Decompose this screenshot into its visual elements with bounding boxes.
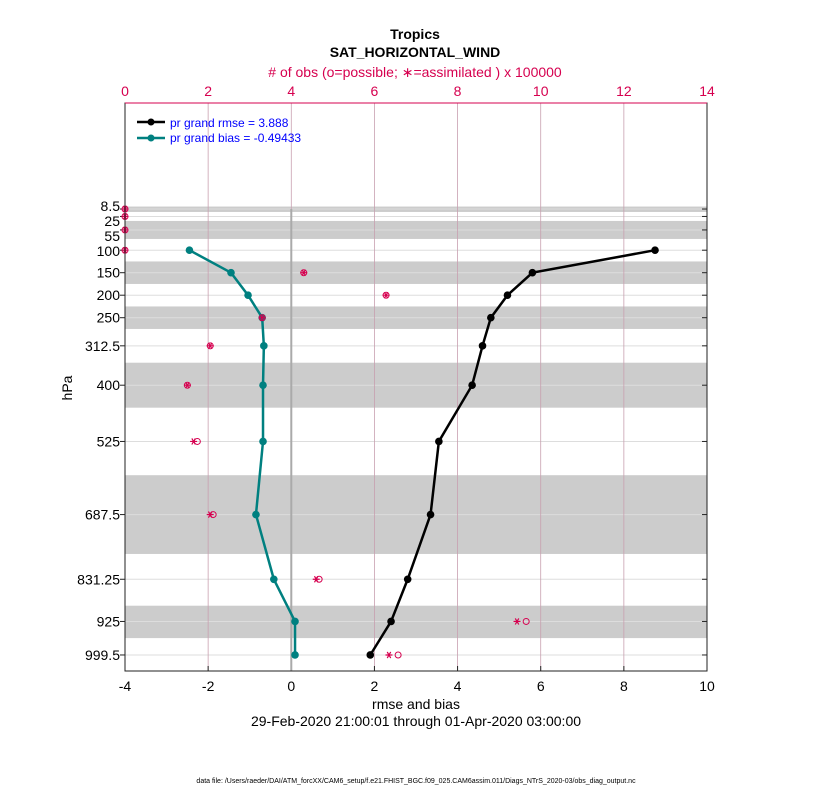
obs-assimilated-marker bbox=[190, 438, 198, 445]
obs-possible-marker bbox=[394, 651, 402, 659]
rmse-point bbox=[435, 437, 443, 446]
x-axis-label: rmse and bias bbox=[372, 696, 460, 712]
bias-point bbox=[227, 268, 235, 277]
y-tick-label: 999.5 bbox=[85, 647, 120, 663]
y-tick-label: 525 bbox=[97, 433, 121, 449]
y-tick-label: 55 bbox=[104, 228, 120, 244]
obs-assimilated-marker bbox=[258, 314, 266, 322]
bias-point bbox=[185, 246, 194, 254]
rmse-point bbox=[651, 246, 659, 254]
rmse-point bbox=[487, 313, 495, 322]
tick-labels: 8.52555100150200250312.5400525687.5831.2… bbox=[77, 83, 715, 694]
obs-assimilated-marker bbox=[312, 575, 320, 583]
x-tick-label: -4 bbox=[119, 678, 132, 694]
y-tick-label: 687.5 bbox=[85, 507, 120, 523]
x-tick-label: 6 bbox=[537, 678, 545, 694]
obs-assimilated-marker bbox=[206, 511, 214, 518]
rmse-point bbox=[387, 617, 395, 626]
legend-bias-marker bbox=[147, 134, 155, 142]
date-range: 29-Feb-2020 21:00:01 through 01-Apr-2020… bbox=[251, 713, 581, 729]
rmse-point bbox=[528, 268, 537, 277]
legend-rmse-marker bbox=[147, 118, 155, 126]
top-x-tick-label: 12 bbox=[616, 83, 632, 99]
obs-assimilated-marker bbox=[385, 651, 393, 659]
obs-assimilated-marker bbox=[300, 269, 308, 277]
bias-point bbox=[252, 510, 260, 519]
top-x-tick-label: 14 bbox=[699, 83, 715, 99]
y-tick-label: 200 bbox=[97, 287, 121, 303]
top-x-tick-label: 0 bbox=[121, 83, 129, 99]
series-lines bbox=[185, 246, 659, 659]
rmse-point bbox=[426, 510, 435, 519]
legend-rmse-label: pr grand rmse = 3.888 bbox=[170, 116, 289, 130]
bias-point bbox=[244, 291, 252, 300]
obs-assimilated-marker bbox=[382, 291, 390, 299]
top-x-tick-label: 6 bbox=[371, 83, 379, 99]
chart-title: Tropics bbox=[390, 26, 440, 42]
obs-assimilated-marker bbox=[206, 342, 214, 350]
bias-point bbox=[259, 437, 267, 446]
top-x-tick-label: 2 bbox=[204, 83, 212, 99]
y-tick-label: 8.5 bbox=[101, 198, 121, 214]
rmse-point bbox=[468, 381, 476, 390]
top-x-tick-label: 10 bbox=[533, 83, 549, 99]
footer-data-file: data file: /Users/raeder/DAI/ATM_forcXX/… bbox=[196, 778, 636, 785]
x-tick-label: 2 bbox=[371, 678, 379, 694]
x-tick-label: 8 bbox=[620, 678, 628, 694]
bias-point bbox=[270, 575, 278, 584]
x-tick-label: -2 bbox=[202, 678, 215, 694]
top-x-tick-label: 4 bbox=[287, 83, 295, 99]
shaded-layers bbox=[125, 206, 707, 639]
y-axis-label: hPa bbox=[59, 375, 75, 400]
rmse-point bbox=[478, 342, 487, 350]
bias-point bbox=[259, 381, 267, 390]
obs-assimilated-marker bbox=[183, 381, 191, 389]
rmse-point bbox=[403, 575, 412, 584]
chart-subtitle: SAT_HORIZONTAL_WIND bbox=[330, 44, 501, 60]
bias-point bbox=[260, 342, 268, 350]
y-tick-label: 831.25 bbox=[77, 571, 120, 587]
bias-point bbox=[291, 617, 299, 626]
y-tick-label: 150 bbox=[97, 265, 121, 281]
y-tick-label: 100 bbox=[97, 243, 121, 259]
top-axis-label: # of obs (o=possible; ∗=assimilated ) x … bbox=[268, 64, 562, 80]
y-tick-label: 400 bbox=[97, 377, 121, 393]
x-tick-label: 4 bbox=[454, 678, 462, 694]
y-tick-label: 925 bbox=[97, 613, 121, 629]
rmse-point bbox=[366, 651, 375, 659]
y-tick-label: 250 bbox=[97, 310, 121, 326]
rmse-point bbox=[503, 291, 512, 300]
top-x-tick-label: 8 bbox=[454, 83, 462, 99]
obs-assimilated-marker bbox=[513, 618, 521, 625]
bias-point bbox=[291, 651, 299, 659]
legend-bias-label: pr grand bias = -0.49433 bbox=[170, 131, 301, 145]
y-tick-label: 312.5 bbox=[85, 338, 120, 354]
obs-possible-marker bbox=[522, 617, 530, 625]
x-tick-label: 10 bbox=[699, 678, 715, 694]
y-tick-label: 25 bbox=[104, 213, 120, 229]
x-tick-label: 0 bbox=[287, 678, 295, 694]
legend: pr grand rmse = 3.888 pr grand bias = -0… bbox=[137, 116, 301, 145]
